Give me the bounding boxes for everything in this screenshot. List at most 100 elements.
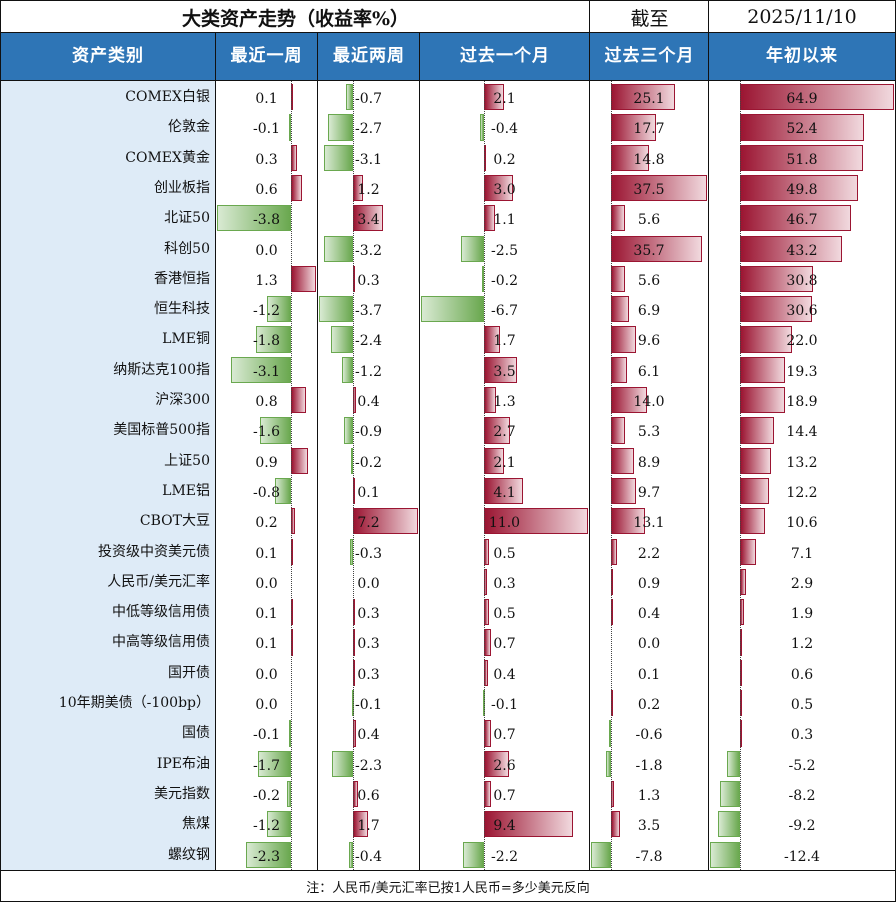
value-three-months: 0.0	[637, 636, 661, 653]
value-week: 0.1	[255, 545, 278, 562]
divider-col-3	[419, 32, 420, 870]
value-month: -0.2	[491, 272, 518, 289]
bar-three-months	[609, 720, 612, 747]
bar-two-weeks	[319, 296, 353, 323]
value-month: 0.2	[493, 151, 516, 168]
asset-label: COMEX白银	[125, 89, 210, 105]
border-body-bottom	[0, 870, 896, 871]
bar-two-weeks	[350, 447, 353, 474]
bar-two-weeks	[328, 114, 353, 141]
value-month: 3.5	[493, 363, 516, 380]
value-month: 2.1	[493, 454, 516, 471]
bar-week	[290, 265, 316, 293]
asset-label: 焦煤	[182, 816, 210, 833]
asset-label: 国开债	[168, 664, 210, 681]
bar-ytd	[739, 144, 863, 171]
bar-ytd	[719, 780, 740, 808]
value-month: 3.0	[493, 181, 516, 198]
asset-label: LME铝	[162, 482, 210, 499]
zero-axis-two-weeks	[352, 81, 354, 870]
bar-week	[217, 205, 291, 232]
bar-week	[267, 296, 291, 323]
value-month: 0.3	[493, 575, 516, 592]
value-two-weeks: -0.4	[355, 848, 382, 865]
value-week: 0.8	[255, 394, 278, 410]
bar-two-weeks	[324, 144, 353, 171]
bar-two-weeks	[352, 508, 418, 535]
value-two-weeks: -0.7	[355, 91, 382, 107]
value-month: 11.0	[488, 515, 521, 532]
value-two-weeks: 0.6	[357, 787, 380, 804]
bar-ytd	[739, 326, 792, 353]
bar-two-weeks	[330, 326, 353, 353]
value-three-months: 17.7	[633, 121, 665, 138]
bar-ytd	[739, 296, 813, 323]
value-three-months: 25.1	[633, 91, 665, 107]
value-week: 0.6	[255, 181, 278, 198]
value-ytd: 30.8	[786, 272, 818, 289]
bar-month	[421, 296, 485, 323]
value-two-weeks: 0.0	[357, 575, 380, 592]
value-two-weeks: 0.3	[357, 636, 380, 653]
value-week: 0.0	[255, 697, 278, 713]
value-month: 2.7	[493, 424, 516, 441]
asset-label: 科创50	[164, 240, 210, 257]
bar-week	[275, 477, 291, 505]
value-week: 0.3	[255, 151, 278, 168]
asset-label: 恒生科技	[154, 301, 210, 318]
value-week: -1.2	[253, 818, 280, 835]
value-two-weeks: 0.4	[357, 727, 380, 744]
zero-axis-ytd	[739, 81, 741, 870]
divider-col-4	[589, 32, 590, 870]
value-week: -0.8	[253, 484, 280, 501]
bar-two-weeks	[331, 750, 353, 777]
asset-label: 投资级中资美元债	[98, 543, 210, 560]
value-week: -3.8	[253, 212, 280, 229]
value-ytd: 0.3	[790, 727, 814, 744]
value-week: 0.9	[255, 454, 278, 471]
bar-ytd	[739, 356, 786, 383]
value-three-months: 6.9	[637, 303, 661, 320]
bar-three-months	[606, 750, 611, 777]
value-two-weeks: -2.4	[355, 333, 382, 350]
value-three-months: 35.7	[633, 242, 665, 259]
value-ytd: 0.6	[790, 666, 814, 683]
bar-week	[230, 356, 291, 383]
border-left	[0, 0, 1, 902]
value-ytd: 30.6	[786, 303, 818, 320]
bar-three-months	[610, 114, 657, 141]
value-month: -6.7	[491, 303, 518, 320]
bar-week	[286, 780, 291, 808]
value-week: -0.2	[253, 787, 280, 804]
value-three-months: 0.2	[637, 697, 661, 713]
value-week: -1.8	[253, 333, 280, 350]
date-value: 2025/11/10	[747, 6, 857, 28]
value-month: 2.1	[493, 91, 516, 107]
value-two-weeks: 0.3	[357, 606, 380, 623]
value-three-months: 14.8	[633, 151, 665, 168]
bar-month	[480, 114, 485, 141]
zero-axis-week	[290, 81, 292, 870]
value-ytd: -9.2	[788, 818, 816, 835]
value-two-weeks: -0.2	[355, 454, 382, 471]
asset-label: 北证50	[164, 210, 210, 227]
bar-month	[484, 356, 518, 383]
value-month: 0.5	[493, 606, 516, 623]
bar-ytd	[739, 235, 843, 262]
divider-title-date-value	[708, 0, 709, 33]
value-two-weeks: 1.2	[357, 181, 380, 198]
value-two-weeks: 3.4	[357, 212, 380, 229]
asset-label: 10年期美债（-100bp）	[58, 695, 210, 711]
value-two-weeks: -2.3	[355, 757, 382, 774]
bar-month	[484, 508, 588, 535]
bar-week	[246, 841, 291, 868]
asset-label: IPE布油	[156, 755, 210, 772]
value-ytd: 22.0	[786, 333, 818, 350]
value-ytd: 12.2	[786, 484, 818, 501]
header-2-weeks: 最近两周	[318, 33, 420, 80]
zero-axis-three-months	[610, 81, 612, 870]
value-three-months: 37.5	[633, 181, 665, 198]
asset-label: 中低等级信用债	[112, 604, 210, 621]
header-1-week: 最近一周	[215, 33, 318, 80]
